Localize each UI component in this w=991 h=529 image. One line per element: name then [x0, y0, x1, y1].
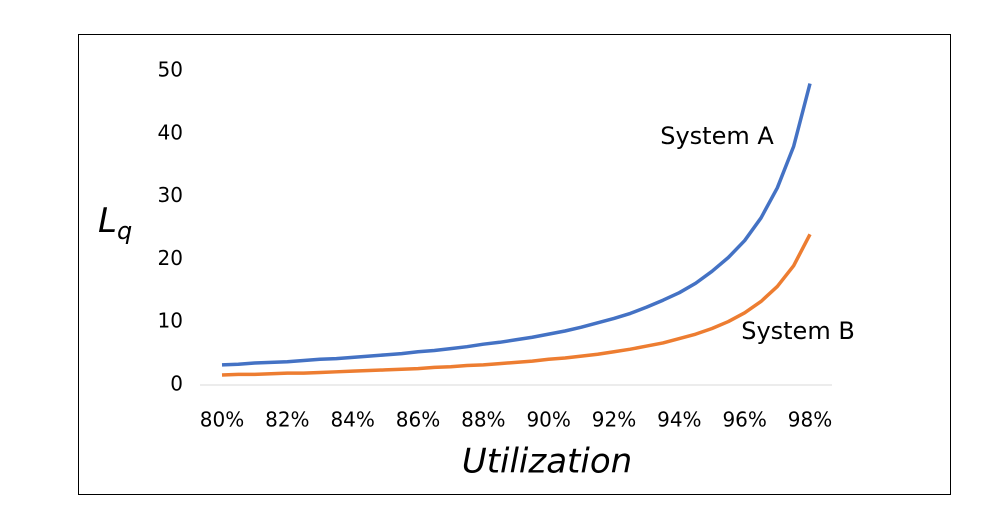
y-tick-label: 30	[158, 183, 183, 207]
y-axis-label: Lq	[98, 201, 132, 246]
y-tick-label: 0	[170, 372, 183, 396]
x-tick-label: 86%	[396, 408, 440, 432]
series-label: System A	[660, 122, 774, 150]
y-tick-label: 40	[158, 120, 183, 144]
x-tick-label: 88%	[461, 408, 505, 432]
x-tick-label: 94%	[657, 408, 701, 432]
y-tick-label: 50	[158, 58, 183, 82]
y-tick-label: 10	[158, 309, 183, 333]
x-tick-label: 84%	[330, 408, 374, 432]
chart-frame	[78, 34, 951, 495]
y-tick-label: 20	[158, 246, 183, 270]
x-tick-label: 80%	[200, 408, 244, 432]
x-tick-label: 92%	[592, 408, 636, 432]
series-line	[221, 83, 812, 367]
series-label: System B	[741, 317, 855, 345]
series-line	[221, 233, 812, 377]
x-axis-label: Utilization	[462, 442, 632, 482]
x-tick-label: 90%	[526, 408, 570, 432]
x-tick-label: 82%	[265, 408, 309, 432]
x-tick-label: 96%	[722, 408, 766, 432]
x-tick-label: 98%	[788, 408, 832, 432]
